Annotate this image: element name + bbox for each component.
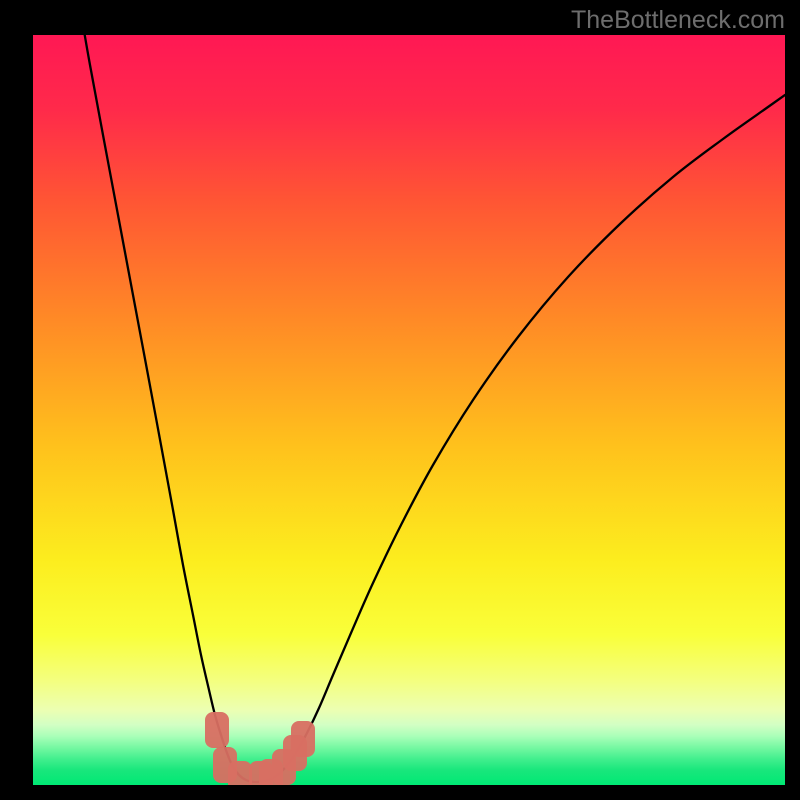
- curve-marker: [228, 761, 252, 785]
- curve-path: [83, 35, 785, 782]
- curve-marker: [205, 712, 229, 748]
- bottleneck-curve: [33, 35, 785, 785]
- curve-marker: [291, 721, 315, 757]
- plot-area: [33, 35, 785, 785]
- watermark-text: TheBottleneck.com: [571, 6, 785, 35]
